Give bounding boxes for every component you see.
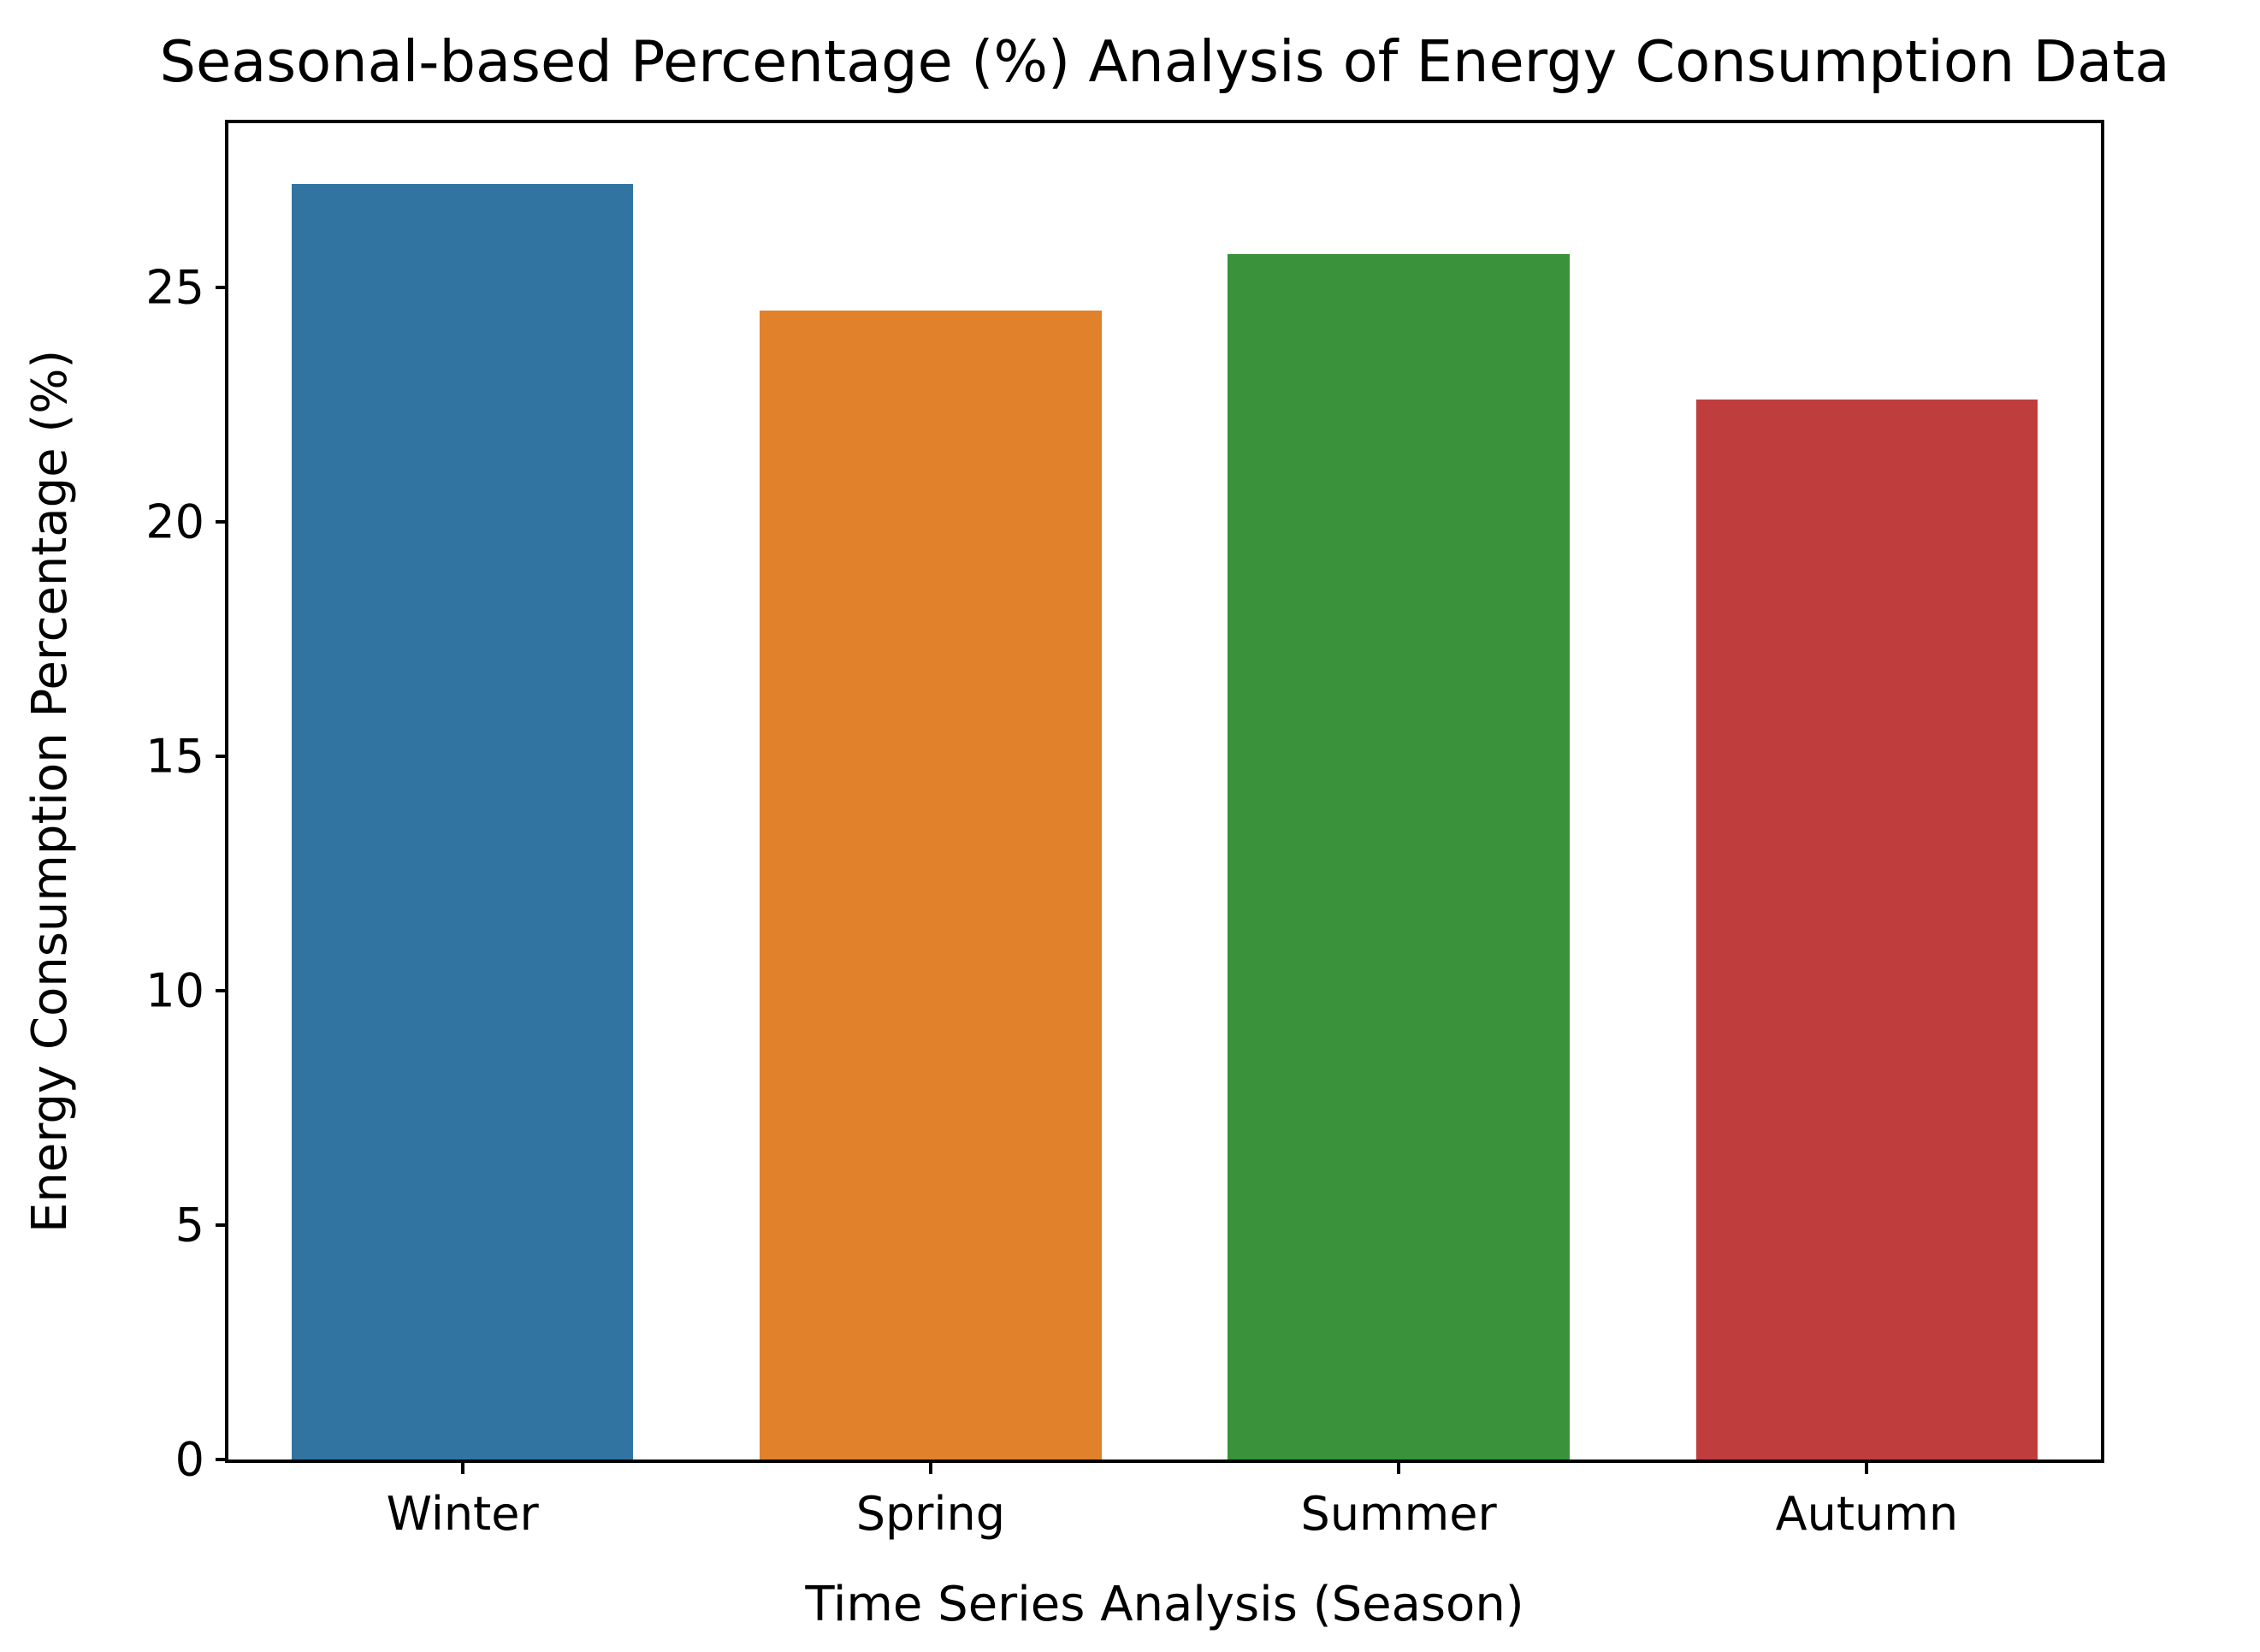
bar-spring bbox=[760, 311, 1102, 1460]
y-tick-label-25: 25 bbox=[145, 260, 204, 315]
x-tick-mark-spring bbox=[928, 1460, 932, 1474]
y-tick-mark-25 bbox=[216, 285, 228, 289]
bar-autumn bbox=[1695, 400, 2038, 1460]
bar-slot-autumn bbox=[1633, 123, 2101, 1460]
x-tick-mark-winter bbox=[460, 1460, 464, 1474]
bar-slot-winter bbox=[228, 123, 696, 1460]
x-tick-label-spring: Spring bbox=[855, 1487, 1006, 1541]
y-tick-label-15: 15 bbox=[145, 729, 204, 784]
bar-slot-summer bbox=[1165, 123, 1633, 1460]
bar-slot-spring bbox=[696, 123, 1164, 1460]
y-tick-label-10: 10 bbox=[145, 963, 204, 1018]
y-tick-mark-0 bbox=[216, 1458, 228, 1461]
x-tick-mark-summer bbox=[1397, 1460, 1401, 1474]
x-tick-label-summer: Summer bbox=[1300, 1487, 1497, 1541]
chart-title: Seasonal-based Percentage (%) Analysis o… bbox=[159, 28, 2170, 95]
x-axis-label: Time Series Analysis (Season) bbox=[805, 1577, 1524, 1632]
plot-area: Winter Spring Summer Autumn 0 5 10 15 20 25 bbox=[145, 120, 2104, 1541]
x-tick-label-autumn: Autumn bbox=[1775, 1487, 1959, 1541]
y-tick-mark-15 bbox=[216, 754, 228, 758]
y-tick-mark-20 bbox=[216, 519, 228, 524]
x-tick-label-winter: Winter bbox=[386, 1487, 539, 1541]
y-tick-mark-5 bbox=[216, 1223, 228, 1227]
y-tick-mark-10 bbox=[216, 988, 228, 992]
x-tick-mark-autumn bbox=[1865, 1460, 1869, 1474]
y-tick-label-20: 20 bbox=[145, 494, 204, 549]
bar-winter bbox=[291, 184, 634, 1460]
bar-summer bbox=[1228, 254, 1570, 1460]
bars-container bbox=[228, 123, 2101, 1460]
y-axis-label: Energy Consumption Percentage (%) bbox=[22, 349, 78, 1234]
y-tick-label-0: 0 bbox=[175, 1432, 204, 1487]
y-tick-label-5: 5 bbox=[175, 1198, 204, 1252]
